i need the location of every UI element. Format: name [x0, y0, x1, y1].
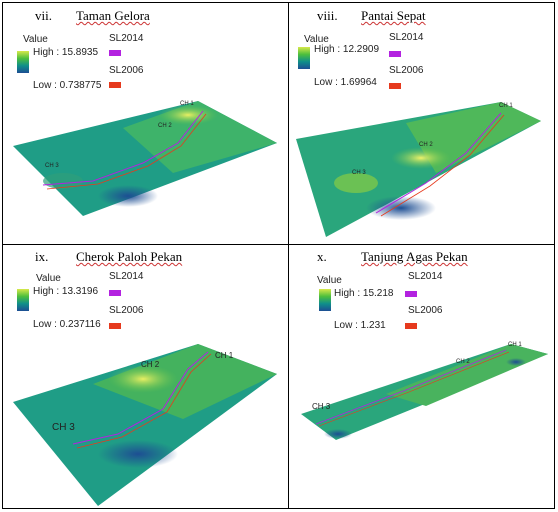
legend-high: High : 13.3196	[33, 286, 99, 297]
legend-low: Low : 1.69964	[314, 77, 377, 88]
channel-label-3: CH 3	[52, 422, 75, 433]
terrain-surface	[296, 102, 541, 237]
channel-label-2: CH 2	[158, 123, 172, 129]
legend-color-ramp	[17, 289, 29, 311]
channel-label-3: CH 3	[45, 163, 59, 169]
legend-high: High : 12.2909	[314, 44, 380, 55]
legend-sl2006-label: SL2006	[109, 305, 144, 316]
legend-sl2006-swatch	[405, 323, 417, 329]
legend-value-label: Value	[36, 273, 61, 284]
panel-tanjung-agas-pekan: x. Tanjung Agas Pekan Value High : 15.21…	[286, 244, 554, 508]
channel-label-3: CH 3	[312, 402, 331, 411]
channel-label-3: CH 3	[352, 170, 366, 176]
legend-high: High : 15.218	[334, 288, 394, 299]
panel-numeral: x.	[317, 249, 327, 264]
legend-low: Low : 1.231	[334, 320, 386, 331]
panel-pantai-sepat: viii. Pantai Sepat Value High : 12.2909 …	[286, 3, 554, 242]
legend-sl2014-label: SL2014	[109, 33, 144, 44]
legend-low: Low : 0.738775	[33, 80, 102, 91]
panel-taman-gelora: vii. Taman Gelora Value High : 15.8935 L…	[3, 3, 285, 242]
legend-sl2014-swatch	[109, 50, 121, 56]
panel-numeral: viii.	[317, 8, 338, 23]
vertical-divider	[288, 3, 289, 508]
channel-label-1: CH 1	[180, 101, 194, 107]
panel-title: Taman Gelora	[76, 8, 150, 23]
legend-sl2014-label: SL2014	[389, 32, 424, 43]
legend-low: Low : 0.237116	[33, 319, 101, 330]
panel-title: Tanjung Agas Pekan	[361, 249, 468, 264]
panel-title: Pantai Sepat	[361, 8, 426, 23]
panel-cherok-paloh-pekan: ix. Cherok Paloh Pekan Value High : 13.3…	[3, 244, 285, 508]
legend-sl2006-label: SL2006	[389, 65, 424, 76]
terrain-surface	[13, 101, 277, 216]
legend-sl2006-label: SL2006	[408, 305, 443, 316]
legend-value-label: Value	[23, 34, 48, 45]
legend-color-ramp	[17, 51, 29, 73]
channel-label-2: CH 2	[456, 359, 470, 365]
legend-sl2014-swatch	[405, 291, 417, 297]
panel-numeral: vii.	[35, 8, 52, 23]
horizontal-divider	[3, 244, 554, 245]
channel-label-1: CH 1	[508, 342, 522, 348]
channel-label-2: CH 2	[141, 360, 160, 369]
terrain-surface	[13, 344, 277, 506]
legend-sl2014-label: SL2014	[408, 271, 443, 282]
panel-numeral: ix.	[35, 249, 49, 264]
legend-sl2006-label: SL2006	[109, 65, 144, 76]
legend-sl2014-swatch	[109, 290, 121, 296]
channel-label-1: CH 1	[215, 351, 234, 360]
terrain-surface	[301, 344, 548, 440]
channel-label-2: CH 2	[419, 142, 433, 148]
legend-sl2014-label: SL2014	[109, 271, 144, 282]
legend-value-label: Value	[304, 34, 329, 45]
legend-sl2006-swatch	[389, 83, 401, 89]
legend-high: High : 15.8935	[33, 47, 99, 58]
legend-sl2006-swatch	[109, 82, 121, 88]
panel-title: Cherok Paloh Pekan	[76, 249, 183, 264]
legend-color-ramp	[319, 289, 331, 311]
legend-color-ramp	[298, 47, 310, 69]
legend-value-label: Value	[317, 275, 342, 286]
channel-label-1: CH 1	[499, 103, 513, 109]
legend-sl2014-swatch	[389, 51, 401, 57]
legend-sl2006-swatch	[109, 323, 121, 329]
